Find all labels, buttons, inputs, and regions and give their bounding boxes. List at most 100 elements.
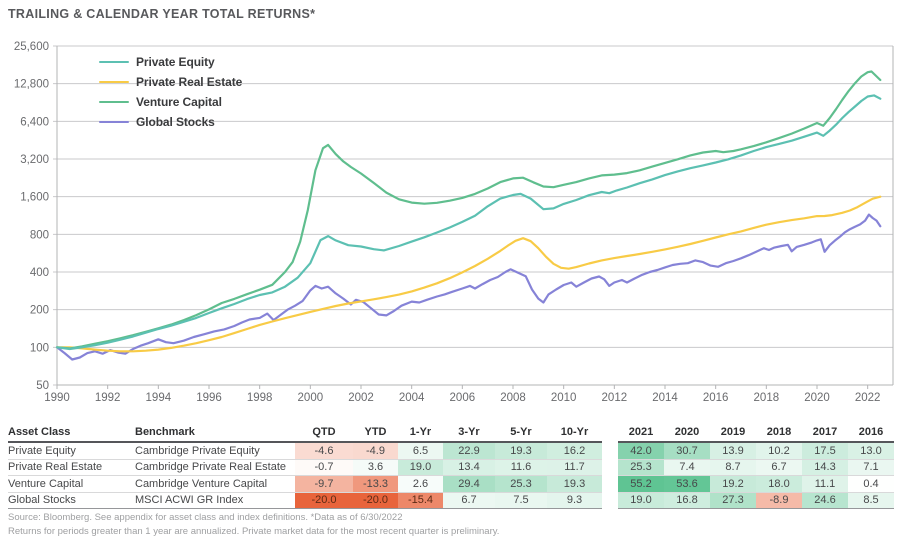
return-value-cell: 6.5 bbox=[398, 442, 443, 460]
y-axis-tick-label: 3,200 bbox=[20, 154, 49, 166]
legend-label: Private Real Estate bbox=[136, 75, 243, 89]
return-value-cell: 6.7 bbox=[756, 459, 802, 476]
return-value-cell: 13.9 bbox=[710, 442, 756, 460]
column-header-qtd: QTD bbox=[295, 424, 353, 443]
return-value-cell: -13.3 bbox=[353, 475, 398, 493]
return-value-cell: -4.9 bbox=[353, 442, 398, 460]
return-value-cell: 7.5 bbox=[495, 492, 547, 509]
return-value-cell: 8.5 bbox=[848, 492, 894, 509]
y-axis-tick-label: 100 bbox=[30, 342, 49, 354]
return-value-cell: 13.4 bbox=[443, 459, 495, 476]
return-value-cell: 25.3 bbox=[495, 475, 547, 493]
returns-chart: 25,600 12,800 6,400 3,200 1,600 800 400 200 100 5… bbox=[14, 41, 894, 404]
table-body: Private Equity Cambridge Private Equity -4… bbox=[8, 442, 894, 509]
table-row-global-stocks: Global Stocks MSCI ACWI GR Index -20.0 -20.… bbox=[8, 492, 894, 509]
footnote-source: Source: Bloomberg. See appendix for asse… bbox=[8, 512, 403, 523]
return-value-cell: 24.6 bbox=[802, 492, 848, 509]
return-value-cell: 42.0 bbox=[618, 442, 664, 460]
return-value-cell: 6.7 bbox=[443, 492, 495, 509]
row-gap bbox=[602, 459, 618, 476]
x-axis-tick-label: 2002 bbox=[348, 392, 374, 404]
asset-class-cell: Global Stocks bbox=[8, 492, 135, 509]
column-header-10-yr: 10-Yr bbox=[547, 424, 602, 443]
return-value-cell: 11.7 bbox=[547, 459, 602, 476]
column-header-2020: 2020 bbox=[664, 424, 710, 443]
asset-class-cell: Private Equity bbox=[8, 442, 135, 460]
footnote-note: Returns for periods greater than 1 year … bbox=[8, 526, 500, 537]
y-axis-tick-label: 1,600 bbox=[20, 192, 49, 204]
y-axis-tick-label: 25,600 bbox=[14, 41, 49, 53]
benchmark-cell: Cambridge Private Equity bbox=[135, 442, 295, 460]
return-value-cell: 8.7 bbox=[710, 459, 756, 476]
x-axis-tick-label: 1994 bbox=[146, 392, 172, 404]
legend-swatch bbox=[99, 60, 129, 64]
return-value-cell: 30.7 bbox=[664, 442, 710, 460]
return-value-cell: 10.2 bbox=[756, 442, 802, 460]
return-value-cell: 11.6 bbox=[495, 459, 547, 476]
x-axis-tick-label: 2000 bbox=[298, 392, 324, 404]
series-line-global-stocks bbox=[55, 213, 882, 361]
x-axis-tick-label: 2012 bbox=[602, 392, 628, 404]
benchmark-cell: Cambridge Venture Capital bbox=[135, 475, 295, 493]
legend-swatch bbox=[99, 100, 129, 104]
return-value-cell: 0.4 bbox=[848, 475, 894, 493]
return-value-cell: 19.3 bbox=[547, 475, 602, 493]
return-value-cell: 2.6 bbox=[398, 475, 443, 493]
return-value-cell: -15.4 bbox=[398, 492, 443, 509]
return-value-cell: 16.8 bbox=[664, 492, 710, 509]
return-value-cell: -9.7 bbox=[295, 475, 353, 493]
return-value-cell: 16.2 bbox=[547, 442, 602, 460]
series-line-private-real-estate bbox=[55, 195, 882, 353]
return-value-cell: 22.9 bbox=[443, 442, 495, 460]
return-value-cell: 19.2 bbox=[710, 475, 756, 493]
chart-title: TRAILING & CALENDAR YEAR TOTAL RETURNS* bbox=[8, 7, 316, 21]
row-gap bbox=[602, 442, 618, 459]
x-axis-tick-label: 2016 bbox=[703, 392, 729, 404]
return-value-cell: 3.6 bbox=[353, 459, 398, 476]
column-header-2018: 2018 bbox=[756, 424, 802, 443]
x-axis-tick-label: 2010 bbox=[551, 392, 577, 404]
legend-label: Global Stocks bbox=[136, 115, 215, 129]
column-header-2019: 2019 bbox=[710, 424, 756, 443]
table-row-venture-capital: Venture Capital Cambridge Venture Capital… bbox=[8, 475, 894, 493]
legend-label: Private Equity bbox=[136, 55, 215, 69]
return-value-cell: 19.0 bbox=[618, 492, 664, 509]
y-axis-tick-label: 200 bbox=[30, 305, 49, 317]
return-value-cell: 19.3 bbox=[495, 442, 547, 460]
return-value-cell: -20.0 bbox=[295, 492, 353, 509]
table-row-private-real-estate: Private Real Estate Cambridge Private Rea… bbox=[8, 459, 894, 476]
return-value-cell: -0.7 bbox=[295, 459, 353, 476]
legend-item-venture-capital: Venture Capital bbox=[99, 92, 242, 112]
series-line-private-equity bbox=[55, 94, 882, 351]
column-header-asset-class: Asset Class bbox=[8, 424, 135, 443]
return-value-cell: 55.2 bbox=[618, 475, 664, 493]
y-axis-tick-label: 12,800 bbox=[14, 79, 49, 91]
x-axis-tick-label: 1996 bbox=[196, 392, 222, 404]
return-value-cell: 14.3 bbox=[802, 459, 848, 476]
return-value-cell: 27.3 bbox=[710, 492, 756, 509]
return-value-cell: 9.3 bbox=[547, 492, 602, 509]
x-axis-tick-label: 2022 bbox=[855, 392, 881, 404]
return-value-cell: -8.9 bbox=[756, 492, 802, 509]
return-value-cell: 18.0 bbox=[756, 475, 802, 493]
column-header-2016: 2016 bbox=[848, 424, 894, 443]
return-value-cell: 7.1 bbox=[848, 459, 894, 476]
return-value-cell: 19.0 bbox=[398, 459, 443, 476]
y-axis-tick-label: 50 bbox=[36, 380, 49, 392]
series-line-venture-capital bbox=[55, 70, 882, 350]
table-header-row: Asset Class Benchmark QTD YTD 1-Yr 3-Yr 5-Yr 10… bbox=[8, 424, 894, 443]
asset-class-cell: Private Real Estate bbox=[8, 459, 135, 476]
x-axis-tick-label: 2004 bbox=[399, 392, 425, 404]
column-header-benchmark: Benchmark bbox=[135, 424, 295, 443]
row-gap bbox=[602, 475, 618, 492]
column-header-2021: 2021 bbox=[618, 424, 664, 443]
x-axis-tick-label: 1998 bbox=[247, 392, 273, 404]
x-axis-tick-label: 2018 bbox=[754, 392, 780, 404]
x-axis-tick-label: 2006 bbox=[450, 392, 476, 404]
return-value-cell: 17.5 bbox=[802, 442, 848, 460]
y-axis-tick-label: 400 bbox=[30, 267, 49, 279]
column-header-3-yr: 3-Yr bbox=[443, 424, 495, 443]
x-axis-tick-label: 1990 bbox=[44, 392, 70, 404]
x-axis-tick-label: 2020 bbox=[804, 392, 830, 404]
return-value-cell: 25.3 bbox=[618, 459, 664, 476]
